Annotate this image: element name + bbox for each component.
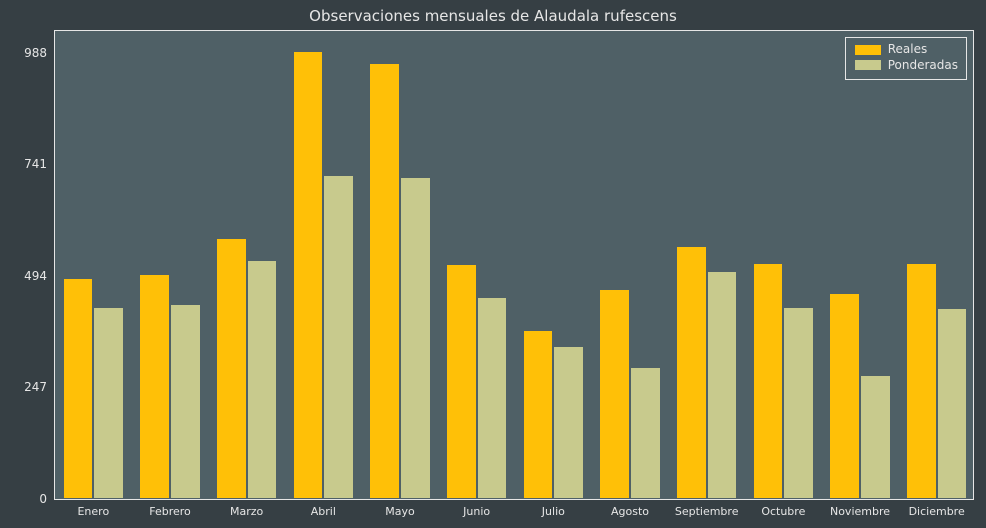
bar-reales bbox=[446, 264, 477, 499]
legend-item: Ponderadas bbox=[854, 58, 958, 74]
legend-swatch bbox=[854, 59, 882, 71]
bar-reales bbox=[139, 274, 170, 499]
y-tick-label: 988 bbox=[24, 46, 55, 60]
bar-ponderadas bbox=[323, 175, 354, 499]
x-tick-label: Octubre bbox=[761, 499, 805, 518]
x-tick-label: Marzo bbox=[230, 499, 263, 518]
x-tick-label: Septiembre bbox=[675, 499, 739, 518]
x-tick-label: Febrero bbox=[149, 499, 191, 518]
bar-reales bbox=[599, 289, 630, 499]
x-tick-label: Diciembre bbox=[909, 499, 965, 518]
legend-label: Reales bbox=[888, 42, 928, 58]
bar-ponderadas bbox=[93, 307, 124, 499]
plot-area: 0247494741988EneroFebreroMarzoAbrilMayoJ… bbox=[54, 30, 974, 500]
bar-reales bbox=[676, 246, 707, 499]
legend: RealesPonderadas bbox=[845, 37, 967, 80]
x-tick-label: Mayo bbox=[385, 499, 414, 518]
x-tick-label: Abril bbox=[311, 499, 336, 518]
bar-ponderadas bbox=[553, 346, 584, 499]
bar-ponderadas bbox=[783, 307, 814, 499]
x-tick-label: Agosto bbox=[611, 499, 649, 518]
chart-title: Observaciones mensuales de Alaudala rufe… bbox=[0, 7, 986, 25]
x-tick-label: Julio bbox=[542, 499, 565, 518]
bar-reales bbox=[63, 278, 94, 499]
bar-reales bbox=[216, 238, 247, 499]
bar-reales bbox=[293, 51, 324, 499]
bar-ponderadas bbox=[247, 260, 278, 499]
legend-swatch bbox=[854, 44, 882, 56]
y-tick-label: 494 bbox=[24, 269, 55, 283]
bar-ponderadas bbox=[170, 304, 201, 499]
legend-item: Reales bbox=[854, 42, 958, 58]
x-tick-label: Noviembre bbox=[830, 499, 890, 518]
bar-reales bbox=[753, 263, 784, 499]
y-tick-label: 247 bbox=[24, 380, 55, 394]
bar-reales bbox=[369, 63, 400, 499]
y-tick-label: 741 bbox=[24, 157, 55, 171]
bar-ponderadas bbox=[860, 375, 891, 499]
bar-reales bbox=[906, 263, 937, 499]
x-tick-label: Junio bbox=[463, 499, 490, 518]
bar-ponderadas bbox=[400, 177, 431, 499]
bar-reales bbox=[829, 293, 860, 499]
y-tick-label: 0 bbox=[39, 492, 55, 506]
bar-ponderadas bbox=[937, 308, 968, 499]
x-tick-label: Enero bbox=[77, 499, 109, 518]
bar-ponderadas bbox=[630, 367, 661, 499]
bar-reales bbox=[523, 330, 554, 499]
figure: Observaciones mensuales de Alaudala rufe… bbox=[0, 0, 986, 528]
legend-label: Ponderadas bbox=[888, 58, 958, 74]
bar-ponderadas bbox=[707, 271, 738, 499]
bar-ponderadas bbox=[477, 297, 508, 499]
